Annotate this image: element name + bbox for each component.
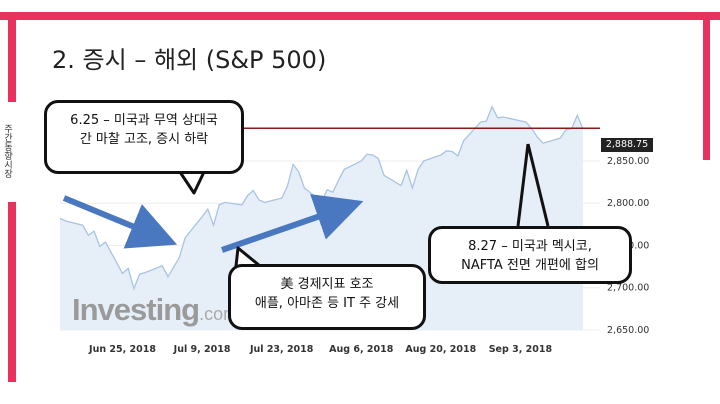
x-axis-ticks: Jun 25, 2018 Jul 9, 2018 Jul 23, 2018 Aug 6… xyxy=(88,344,552,355)
callout-3-pointer-b xyxy=(526,143,550,227)
section-vertical-label: 주간동향시장 xyxy=(2,124,12,178)
left-accent-stripe-bottom xyxy=(8,202,16,382)
callout-1-line-1: 6.25 – 미국과 무역 상대국 xyxy=(70,113,218,128)
x-tick-label: Jul 9, 2018 xyxy=(173,344,231,355)
y-tick-label: 2,850.00 xyxy=(607,156,649,167)
y-tick-label: 2,650.00 xyxy=(607,325,649,336)
current-price-tag: 2,888.75 xyxy=(601,138,653,152)
slide-title: 2. 증시 – 해외 (S&P 500) xyxy=(52,46,327,74)
callout-trade-friction: 6.25 – 미국과 무역 상대국 간 마찰 고조, 증시 하락 xyxy=(44,100,244,174)
y-tick-label: 2,800.00 xyxy=(607,198,649,209)
callout-2-line-2: 애플, 아마존 등 IT 주 강세 xyxy=(254,296,400,311)
callout-2-line-1: 美 경제지표 호조 xyxy=(280,277,374,292)
top-accent-bar xyxy=(0,12,720,20)
x-tick-label: Jul 23, 2018 xyxy=(249,344,314,355)
x-tick-label: Aug 20, 2018 xyxy=(405,344,476,355)
callout-3-line-2: NAFTA 전면 개편에 합의 xyxy=(461,258,599,273)
callout-1-line-2: 간 마찰 고조, 증시 하락 xyxy=(79,132,209,147)
callout-3-pointer-a xyxy=(516,143,530,227)
callout-us-economy: 美 경제지표 호조 애플, 아마존 등 IT 주 강세 xyxy=(228,264,426,330)
callout-3-line-1: 8.27 – 미국과 멕시코, xyxy=(468,239,592,254)
x-tick-label: Aug 6, 2018 xyxy=(329,344,394,355)
investing-logo: Investing.com xyxy=(72,292,239,327)
y-tick-label: 2,700.00 xyxy=(607,283,649,294)
x-tick-label: Jun 25, 2018 xyxy=(88,344,156,355)
callout-1-tail xyxy=(178,170,206,195)
callout-nafta-agreement: 8.27 – 미국과 멕시코, NAFTA 전면 개편에 합의 xyxy=(428,226,632,284)
price-line xyxy=(59,105,584,291)
right-accent-stripe xyxy=(703,20,710,160)
downtrend-arrow xyxy=(62,195,178,249)
left-accent-stripe-top xyxy=(8,20,16,102)
uptrend-arrow xyxy=(221,194,364,253)
x-tick-label: Sep 3, 2018 xyxy=(489,344,553,355)
